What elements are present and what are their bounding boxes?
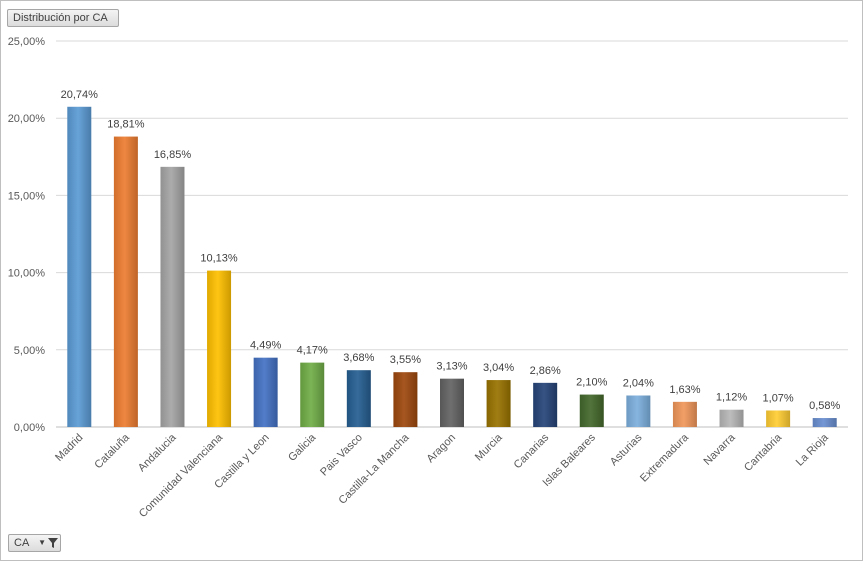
bar-castilla-la-mancha[interactable] <box>393 372 418 427</box>
y-tick-label: 5,00% <box>14 345 45 357</box>
x-tick-label: Asturias <box>608 431 645 468</box>
dropdown-arrow-icon: ▼ <box>38 538 46 547</box>
x-tick-label: Pais Vasco <box>318 432 365 479</box>
y-tick-label: 15,00% <box>8 190 46 202</box>
y-tick-label: 20,00% <box>8 113 46 125</box>
bar-catalu-a[interactable] <box>113 136 138 427</box>
data-label: 2,86% <box>530 365 561 377</box>
data-label: 1,07% <box>763 392 794 404</box>
x-tick-label: Galicia <box>286 431 319 464</box>
x-tick-label: Canarias <box>512 431 552 471</box>
bar-aragon[interactable] <box>440 378 464 427</box>
data-label: 0,58% <box>809 400 840 412</box>
gridlines <box>56 40 848 428</box>
axis-field-button[interactable]: CA ▼ <box>8 534 61 552</box>
data-label: 20,74% <box>61 89 99 101</box>
x-tick-label: Navarra <box>701 431 738 468</box>
x-tick-label: Cataluña <box>92 431 132 471</box>
bar-canarias[interactable] <box>533 382 558 427</box>
x-tick-label: Comunidad Valenciana <box>137 431 226 520</box>
pivot-title-field-button[interactable]: Distribución por CA <box>7 9 119 27</box>
bar-islas-baleares[interactable] <box>579 394 604 427</box>
bar-murcia[interactable] <box>486 380 511 427</box>
x-tick-label: Cantabria <box>742 431 785 474</box>
x-tick-label: Andalucia <box>136 431 179 474</box>
bar-extremadura[interactable] <box>672 401 697 427</box>
bar-galicia[interactable] <box>300 362 325 427</box>
data-label: 2,10% <box>576 377 607 389</box>
data-label: 3,04% <box>483 362 514 374</box>
axis-field-label: CA <box>14 537 30 549</box>
data-label: 3,68% <box>343 352 374 364</box>
data-label: 10,13% <box>200 253 238 265</box>
x-tick-label: Murcia <box>473 431 505 463</box>
x-tick-label: La Rioja <box>794 431 832 469</box>
bar-cantabria[interactable] <box>766 410 791 427</box>
data-label: 18,81% <box>107 119 145 131</box>
data-label: 2,04% <box>623 378 654 390</box>
x-tick-label: Extremadura <box>638 431 692 485</box>
data-label: 16,85% <box>154 149 192 161</box>
bar-pais-vasco[interactable] <box>346 370 371 427</box>
y-tick-label: 25,00% <box>8 36 46 48</box>
filter-icon <box>48 538 58 548</box>
y-tick-label: 0,00% <box>14 422 45 434</box>
data-label: 4,49% <box>250 340 281 352</box>
bar-la-rioja[interactable] <box>812 418 837 427</box>
data-label: 3,55% <box>390 354 421 366</box>
pivot-title-label: Distribución por CA <box>13 12 108 24</box>
data-label: 3,13% <box>436 361 467 373</box>
data-label: 1,63% <box>669 384 700 396</box>
bar-comunidad-valenciana[interactable] <box>207 270 232 427</box>
bar-asturias[interactable] <box>626 395 651 427</box>
x-tick-label: Madrid <box>53 432 85 464</box>
bar-andalucia[interactable] <box>160 166 185 427</box>
x-tick-label: Aragon <box>425 432 459 466</box>
data-label: 1,12% <box>716 392 747 404</box>
y-tick-label: 10,00% <box>8 268 46 280</box>
bar-castilla-y-leon[interactable] <box>253 357 278 427</box>
bars <box>67 106 837 427</box>
data-labels: 20,74% 18,81% 16,85% 10,13% 4,49% 4,17% 3,68% 3… <box>61 89 841 412</box>
bar-navarra[interactable] <box>719 409 744 427</box>
data-label: 4,17% <box>297 345 328 357</box>
bar-madrid[interactable] <box>67 106 92 427</box>
y-axis-tick-labels: 0,00% 5,00% 10,00% 15,00% 20,00% 25,00% <box>8 36 46 434</box>
